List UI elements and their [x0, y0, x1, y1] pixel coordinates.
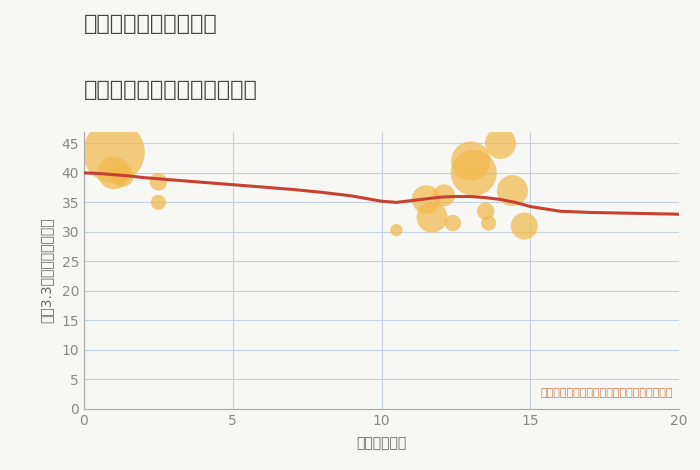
Point — [117, 172, 128, 180]
Point — [108, 149, 119, 156]
Y-axis label: 坪（3.3㎡）単価（万円）: 坪（3.3㎡）単価（万円） — [39, 218, 53, 323]
Text: 埼玉県熊谷市宮本町の: 埼玉県熊谷市宮本町の — [84, 14, 218, 34]
Point — [153, 199, 164, 206]
Text: 円の大きさは、取引のあった物件面積を示す: 円の大きさは、取引のあった物件面積を示す — [540, 388, 673, 398]
Point — [519, 222, 530, 230]
Point — [421, 196, 432, 203]
Point — [391, 227, 402, 234]
Point — [153, 178, 164, 186]
Point — [426, 213, 438, 221]
Point — [108, 169, 119, 177]
X-axis label: 駅距離（分）: 駅距離（分） — [356, 436, 407, 450]
Point — [468, 169, 480, 177]
Point — [507, 187, 518, 195]
Point — [447, 219, 458, 227]
Text: 駅距離別中古マンション価格: 駅距離別中古マンション価格 — [84, 80, 258, 100]
Point — [465, 157, 476, 165]
Point — [483, 219, 494, 227]
Point — [495, 140, 506, 147]
Point — [438, 192, 449, 199]
Point — [480, 207, 491, 215]
